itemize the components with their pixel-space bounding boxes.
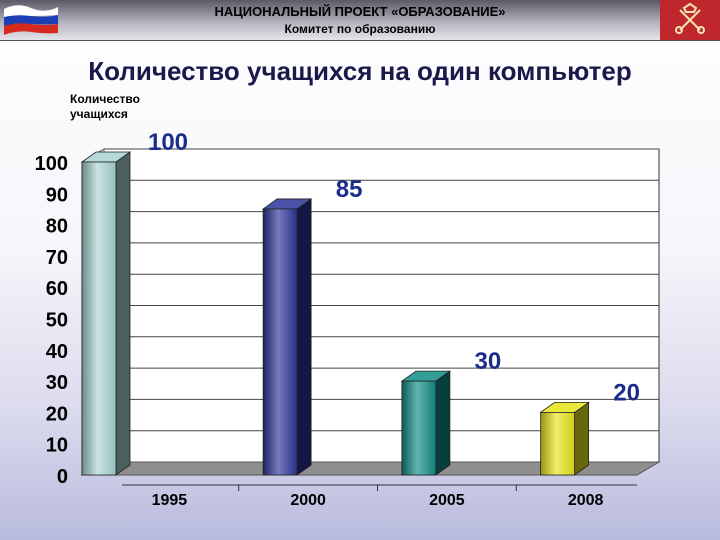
data-label: 85	[336, 176, 363, 203]
bar-side-2008	[574, 401, 590, 476]
bar-side-2005	[435, 370, 451, 476]
y-tick-label: 100	[35, 153, 68, 175]
y-tick-label: 90	[46, 184, 68, 206]
y-tick-label: 60	[46, 278, 68, 300]
data-label: 30	[475, 348, 502, 375]
bar-side-1995	[115, 151, 131, 476]
data-label: 20	[613, 379, 640, 406]
x-tick-label: 2005	[429, 492, 465, 509]
y-tick-label: 10	[46, 435, 68, 457]
bar-2008	[540, 411, 576, 476]
chart-title: Количество учащихся на один компьютер	[88, 56, 632, 86]
data-label: 100	[148, 129, 188, 156]
y-tick-label: 50	[46, 310, 68, 332]
y-tick-label: 40	[46, 341, 68, 363]
x-tick-label: 2000	[290, 492, 326, 509]
y-tick-label: 30	[46, 372, 68, 394]
bar-2000	[262, 208, 298, 476]
header-bar: НАЦИОНАЛЬНЫЙ ПРОЕКТ «ОБРАЗОВАНИЕ» Комите…	[0, 0, 720, 41]
x-tick-label: 2008	[568, 492, 604, 509]
y-tick-label: 0	[57, 466, 68, 488]
header-committee-title: Комитет по образованию	[284, 22, 436, 36]
bar-2005	[401, 380, 437, 476]
bar-1995	[81, 161, 117, 476]
header-project-title: НАЦИОНАЛЬНЫЙ ПРОЕКТ «ОБРАЗОВАНИЕ»	[214, 4, 506, 19]
y-tick-label: 20	[46, 403, 68, 425]
y-axis-title: Количество учащихся	[70, 92, 140, 121]
bar-side-2000	[296, 198, 312, 476]
russian-flag-icon	[4, 5, 58, 35]
x-tick-label: 1995	[152, 492, 188, 509]
y-tick-label: 80	[46, 216, 68, 238]
st-petersburg-coat-of-arms-icon	[660, 0, 720, 40]
y-tick-label: 70	[46, 247, 68, 269]
